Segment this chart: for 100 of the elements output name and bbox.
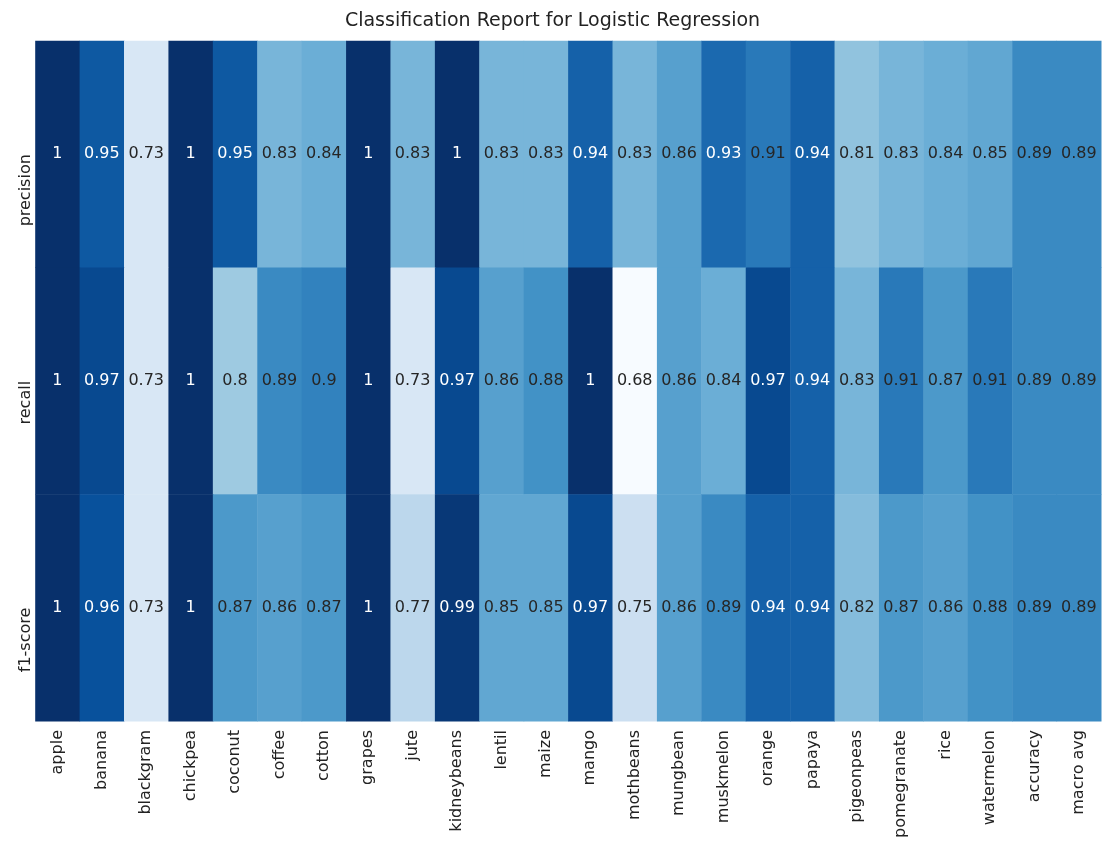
data-label: 0.86 bbox=[261, 596, 298, 616]
x-tick-label: blackgram bbox=[135, 730, 155, 815]
x-tick-label: accuracy bbox=[1023, 730, 1043, 803]
x-tick-label: orange bbox=[757, 730, 777, 787]
data-label: 0.89 bbox=[1016, 370, 1053, 390]
data-label: 1 bbox=[585, 370, 596, 390]
data-label: 0.97 bbox=[84, 370, 120, 390]
data-label: 1 bbox=[52, 370, 63, 390]
data-label: 0.94 bbox=[572, 143, 609, 163]
x-tick-label: mothbeans bbox=[623, 730, 643, 821]
data-label: 0.85 bbox=[528, 596, 564, 616]
data-label: 0.88 bbox=[528, 370, 564, 390]
data-label: 0.89 bbox=[1016, 596, 1053, 616]
data-label: 0.94 bbox=[794, 370, 831, 390]
data-label: 0.81 bbox=[838, 143, 875, 163]
data-label: 0.84 bbox=[306, 143, 342, 163]
x-tick-label: macro avg bbox=[1067, 730, 1087, 815]
data-label: 0.9 bbox=[311, 370, 337, 390]
data-label: 0.91 bbox=[972, 370, 1008, 390]
data-label: 0.83 bbox=[838, 370, 875, 390]
data-label: 1 bbox=[363, 370, 374, 390]
data-label: 0.84 bbox=[927, 143, 964, 163]
data-label: 0.89 bbox=[261, 370, 298, 390]
x-tick-label: coconut bbox=[224, 730, 244, 794]
data-label: 0.86 bbox=[661, 596, 697, 616]
data-label: 0.73 bbox=[394, 370, 431, 390]
data-label: 1 bbox=[363, 143, 374, 163]
data-label: 0.84 bbox=[705, 370, 742, 390]
data-label: 0.89 bbox=[1060, 596, 1097, 616]
data-label: 0.83 bbox=[483, 143, 520, 163]
data-label: 0.91 bbox=[883, 370, 919, 390]
data-label: 1 bbox=[185, 596, 196, 616]
data-label: 0.89 bbox=[1060, 370, 1097, 390]
data-label: 0.77 bbox=[394, 596, 431, 616]
x-tick-label: coffee bbox=[268, 730, 288, 780]
data-label: 0.89 bbox=[1016, 143, 1053, 163]
x-tick-label: watermelon bbox=[979, 730, 999, 826]
x-tick-label: rice bbox=[934, 730, 954, 760]
data-label: 1 bbox=[185, 370, 196, 390]
data-label: 0.83 bbox=[528, 143, 564, 163]
data-label: 1 bbox=[363, 596, 374, 616]
x-tick-label: lentil bbox=[490, 730, 510, 770]
x-tick-label: grapes bbox=[357, 730, 377, 785]
data-label: 0.97 bbox=[750, 370, 786, 390]
data-label: 0.87 bbox=[883, 596, 919, 616]
data-label: 1 bbox=[185, 143, 196, 163]
y-tick-label: f1-score bbox=[15, 607, 35, 673]
data-label: 0.94 bbox=[794, 143, 831, 163]
data-label: 0.68 bbox=[616, 370, 653, 390]
data-label: 0.73 bbox=[128, 596, 165, 616]
y-tick-label: precision bbox=[15, 154, 35, 227]
x-tick-label: mango bbox=[579, 730, 599, 786]
x-tick-label: chickpea bbox=[179, 730, 199, 802]
x-tick-label: banana bbox=[90, 730, 110, 790]
data-label: 0.82 bbox=[838, 596, 875, 616]
data-label: 0.97 bbox=[439, 370, 475, 390]
data-label: 0.95 bbox=[84, 143, 120, 163]
chart-title: Classification Report for Logistic Regression bbox=[344, 8, 761, 31]
data-label: 0.93 bbox=[705, 143, 742, 163]
x-tick-label: maize bbox=[535, 730, 555, 779]
data-label: 1 bbox=[52, 143, 63, 163]
data-label: 0.87 bbox=[927, 370, 964, 390]
data-label: 0.86 bbox=[483, 370, 520, 390]
data-label: 0.75 bbox=[616, 596, 653, 616]
data-label: 0.86 bbox=[661, 143, 697, 163]
data-label: 1 bbox=[451, 143, 463, 163]
data-label: 0.83 bbox=[394, 143, 431, 163]
x-tick-label: muskmelon bbox=[712, 730, 732, 824]
data-label: 0.87 bbox=[217, 596, 253, 616]
data-label: 0.86 bbox=[927, 596, 964, 616]
data-label: 0.83 bbox=[616, 143, 653, 163]
x-tick-label: kidneybeans bbox=[446, 730, 466, 832]
x-tick-label: pigeonpeas bbox=[845, 730, 865, 823]
data-label: 0.83 bbox=[261, 143, 298, 163]
data-label: 0.95 bbox=[217, 143, 253, 163]
data-label: 0.85 bbox=[972, 143, 1008, 163]
data-label: 0.89 bbox=[1060, 143, 1097, 163]
data-label: 0.99 bbox=[439, 596, 475, 616]
x-tick-label: mungbean bbox=[668, 730, 688, 816]
data-label: 0.8 bbox=[222, 370, 248, 390]
x-tick-label: jute bbox=[401, 730, 421, 762]
data-label: 0.97 bbox=[572, 596, 609, 616]
data-label: 0.86 bbox=[661, 370, 697, 390]
data-label: 0.94 bbox=[750, 596, 786, 616]
data-label: 0.91 bbox=[750, 143, 786, 163]
data-label: 0.73 bbox=[128, 143, 165, 163]
x-tick-label: cotton bbox=[313, 730, 333, 782]
data-label: 1 bbox=[52, 596, 63, 616]
x-tick-label: papaya bbox=[801, 730, 821, 790]
data-label: 0.73 bbox=[128, 370, 165, 390]
data-label: 0.89 bbox=[705, 596, 742, 616]
x-tick-label: apple bbox=[46, 730, 66, 775]
x-tick-label: pomegranate bbox=[890, 730, 910, 839]
data-label: 0.85 bbox=[483, 596, 520, 616]
data-label: 0.96 bbox=[84, 596, 120, 616]
data-label: 0.83 bbox=[883, 143, 919, 163]
data-label: 0.88 bbox=[972, 596, 1008, 616]
data-label: 0.87 bbox=[306, 596, 342, 616]
data-label: 0.94 bbox=[794, 596, 831, 616]
y-tick-label: recall bbox=[15, 380, 35, 425]
